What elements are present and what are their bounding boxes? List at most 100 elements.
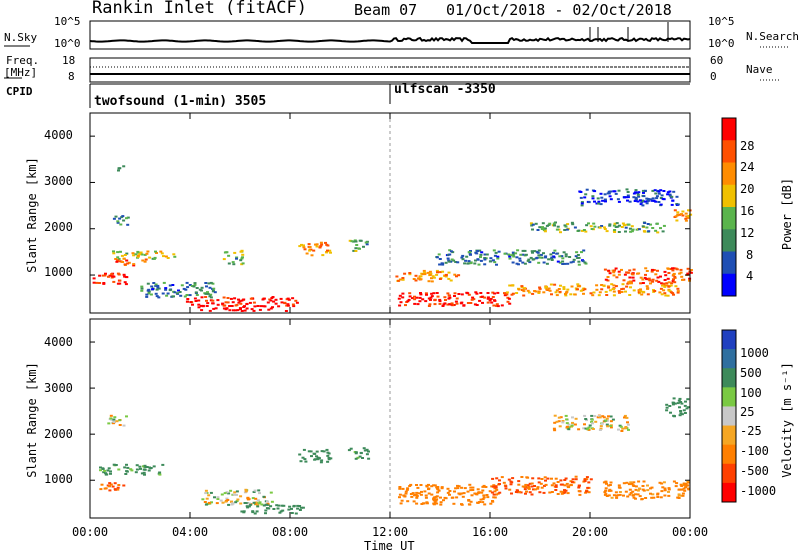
data-cell — [503, 252, 507, 255]
data-cell — [235, 256, 239, 259]
data-cell — [416, 277, 420, 280]
data-cell — [450, 258, 454, 261]
data-cell — [559, 490, 563, 493]
data-cell — [601, 415, 605, 418]
data-cell — [578, 493, 582, 496]
data-cell — [398, 294, 402, 297]
data-cell — [310, 455, 313, 458]
data-cell — [643, 189, 647, 192]
data-cell — [607, 415, 610, 418]
data-cell — [232, 493, 236, 496]
data-cell — [111, 422, 115, 425]
data-cell — [609, 481, 613, 484]
data-cell — [663, 489, 667, 492]
data-cell — [223, 304, 227, 307]
data-cell — [657, 190, 661, 193]
data-cell — [463, 262, 467, 265]
data-cell — [186, 286, 190, 289]
data-cell — [538, 286, 542, 289]
data-cell — [428, 270, 432, 273]
data-cell — [569, 484, 573, 487]
data-cell — [303, 248, 307, 251]
data-cell — [510, 481, 514, 484]
data-cell — [608, 484, 612, 486]
data-cell — [503, 292, 506, 295]
data-cell — [354, 250, 358, 252]
data-cell — [623, 273, 627, 276]
data-cell — [123, 263, 127, 266]
data-cell — [114, 258, 118, 260]
data-cell — [520, 285, 524, 288]
data-cell — [252, 309, 256, 312]
data-cell — [210, 501, 213, 504]
data-cell — [632, 268, 636, 271]
data-cell — [550, 257, 553, 260]
data-cell — [212, 307, 216, 310]
data-cell — [682, 482, 686, 485]
data-cell — [654, 200, 658, 203]
data-cell — [625, 416, 629, 419]
data-cell — [577, 263, 581, 266]
data-cell — [671, 292, 675, 295]
data-cell — [194, 300, 198, 302]
data-cell — [561, 260, 565, 263]
data-cell — [638, 487, 641, 490]
data-cell — [537, 477, 541, 480]
data-cell — [684, 486, 687, 489]
data-cell — [680, 485, 684, 487]
data-cell — [99, 488, 103, 491]
freq-right-tick-bottom: 0 — [710, 70, 717, 83]
data-cell — [453, 490, 456, 493]
data-cell — [443, 496, 447, 499]
data-cell — [200, 296, 204, 299]
data-cell — [580, 201, 584, 204]
data-cell — [632, 192, 636, 195]
data-cell — [566, 288, 570, 291]
data-cell — [327, 458, 331, 461]
data-cell — [528, 482, 532, 485]
data-cell — [298, 245, 302, 248]
data-cell — [486, 496, 490, 499]
data-cell — [645, 226, 649, 229]
data-cell — [608, 195, 612, 198]
data-cell — [560, 492, 564, 495]
data-cell — [544, 255, 548, 258]
data-cell — [685, 215, 689, 218]
data-cell — [435, 502, 439, 505]
data-cell — [647, 277, 651, 280]
data-cell — [140, 472, 144, 475]
data-cell — [172, 253, 176, 256]
data-cell — [658, 481, 662, 484]
data-cell — [628, 488, 632, 491]
data-cell — [542, 229, 546, 231]
data-cell — [418, 300, 422, 303]
data-cell — [689, 213, 693, 216]
data-cell — [617, 428, 620, 431]
data-cell — [397, 297, 401, 300]
data-cell — [661, 486, 665, 489]
data-cell — [442, 303, 446, 306]
data-cell — [681, 278, 684, 281]
data-cell — [537, 292, 541, 294]
data-cell — [632, 196, 636, 199]
x-tick-label: 04:00 — [172, 525, 209, 539]
data-cell — [115, 260, 119, 263]
data-cell — [288, 505, 292, 508]
data-cell — [347, 449, 351, 452]
data-cell — [531, 477, 535, 480]
data-cell — [646, 489, 650, 492]
data-cell — [508, 488, 512, 491]
data-cell — [579, 289, 583, 292]
data-cell — [427, 305, 431, 307]
data-cell — [125, 259, 129, 262]
data-cell — [242, 511, 246, 514]
data-cell — [177, 289, 180, 292]
data-cell — [577, 256, 581, 259]
data-cell — [154, 292, 158, 295]
data-cell — [460, 492, 464, 495]
data-cell — [645, 285, 649, 288]
data-cell — [659, 287, 663, 290]
data-cell — [471, 486, 475, 489]
data-cell — [460, 486, 464, 489]
data-cell — [182, 287, 186, 290]
